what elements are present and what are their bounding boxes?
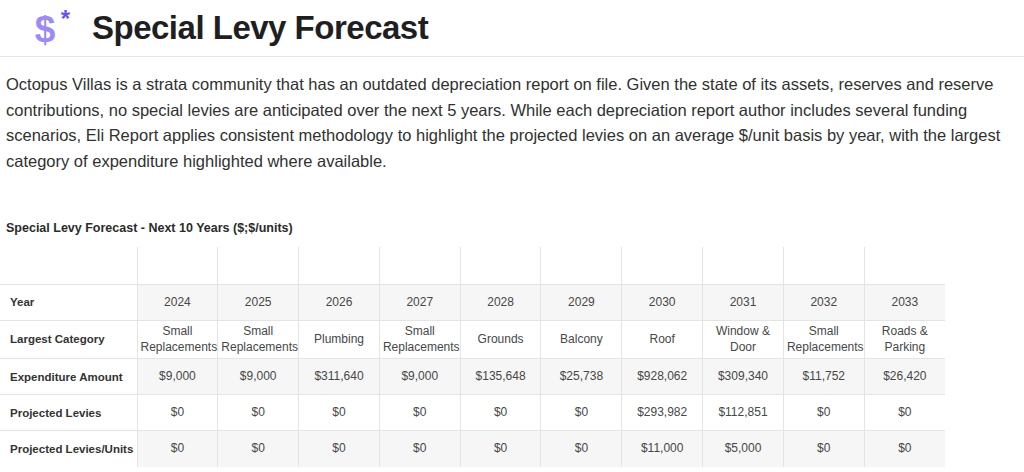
table-cell: $9,000 — [379, 359, 460, 395]
blank-header-cell — [783, 247, 864, 284]
table-cell: 2027 — [379, 284, 460, 320]
table-cell: Balcony — [541, 320, 622, 359]
table-cell: 2032 — [783, 284, 864, 320]
dollar-glyph: $ — [35, 9, 56, 50]
table-cell: 2026 — [299, 284, 380, 320]
blank-header-cell — [137, 247, 218, 284]
table-title: Special Levy Forecast - Next 10 Years ($… — [6, 221, 1024, 235]
table-cell: 2030 — [622, 284, 703, 320]
table-cell: Small Replacements — [218, 320, 299, 359]
table-cell: 2033 — [864, 284, 945, 320]
table-cell: $0 — [379, 431, 460, 467]
table-cell: $0 — [137, 395, 218, 431]
table-cell: $135,648 — [460, 359, 541, 395]
table-row-largest-category: Largest CategorySmall ReplacementsSmall … — [0, 320, 945, 359]
table-cell: $0 — [783, 431, 864, 467]
blank-header-cell — [541, 247, 622, 284]
table-cell: $26,420 — [864, 359, 945, 395]
intro-paragraph: Octopus Villas is a strata community tha… — [6, 72, 1019, 174]
table-cell: $0 — [864, 395, 945, 431]
blank-corner-cell — [0, 247, 137, 284]
table-cell: $0 — [299, 431, 380, 467]
table-cell: $928,062 — [622, 359, 703, 395]
table-cell: $0 — [137, 431, 218, 467]
table-cell: $0 — [541, 431, 622, 467]
table-cell: $0 — [864, 431, 945, 467]
table-cell: $25,738 — [541, 359, 622, 395]
table-cell: Roof — [622, 320, 703, 359]
blank-header-cell — [299, 247, 380, 284]
table-cell: $293,982 — [622, 395, 703, 431]
row-label: Year — [0, 284, 137, 320]
blank-header-cell — [379, 247, 460, 284]
table-cell: $11,000 — [622, 431, 703, 467]
table-cell: 2031 — [703, 284, 784, 320]
dollar-sparkle-icon: $ * — [28, 11, 62, 48]
table-cell: $0 — [460, 395, 541, 431]
table-row-projected-levies-units: Projected Levies/Units$0$0$0$0$0$0$11,00… — [0, 431, 945, 467]
row-label: Largest Category — [0, 320, 137, 359]
table-cell: Plumbing — [299, 320, 380, 359]
blank-header-cell — [703, 247, 784, 284]
table-cell: 2029 — [541, 284, 622, 320]
blank-header-cell — [864, 247, 945, 284]
table-cell: $9,000 — [137, 359, 218, 395]
table-cell: $0 — [218, 431, 299, 467]
forecast-section: Special Levy Forecast - Next 10 Years ($… — [0, 221, 1024, 467]
table-cell: 2025 — [218, 284, 299, 320]
table-cell: $5,000 — [703, 431, 784, 467]
table-cell: Small Replacements — [783, 320, 864, 359]
table-cell: Small Replacements — [137, 320, 218, 359]
table-cell: $0 — [218, 395, 299, 431]
table-cell: $0 — [460, 431, 541, 467]
table-cell: $112,851 — [703, 395, 784, 431]
table-cell: Window & Door — [703, 320, 784, 359]
table-cell: $309,340 — [703, 359, 784, 395]
table-cell: Grounds — [460, 320, 541, 359]
table-cell: $0 — [541, 395, 622, 431]
table-cell: $0 — [379, 395, 460, 431]
table-row-year: Year202420252026202720282029203020312032… — [0, 284, 945, 320]
table-cell: 2028 — [460, 284, 541, 320]
row-label: Projected Levies — [0, 395, 137, 431]
page-header: $ * Special Levy Forecast — [0, 0, 1024, 57]
forecast-table: Year202420252026202720282029203020312032… — [0, 247, 945, 467]
row-label: Projected Levies/Units — [0, 431, 137, 467]
table-cell: $311,640 — [299, 359, 380, 395]
table-cell: Roads & Parking — [864, 320, 945, 359]
blank-header-cell — [622, 247, 703, 284]
table-row-expenditure-amount: Expenditure Amount$9,000$9,000$311,640$9… — [0, 359, 945, 395]
table-blank-header-row — [0, 247, 945, 284]
table-cell: $9,000 — [218, 359, 299, 395]
table-cell: $0 — [783, 395, 864, 431]
blank-header-cell — [218, 247, 299, 284]
sparkle-asterisk: * — [61, 7, 70, 31]
table-cell: $11,752 — [783, 359, 864, 395]
blank-header-cell — [460, 247, 541, 284]
table-cell: 2024 — [137, 284, 218, 320]
page-title: Special Levy Forecast — [92, 9, 428, 47]
row-label: Expenditure Amount — [0, 359, 137, 395]
table-cell: Small Replacements — [379, 320, 460, 359]
table-cell: $0 — [299, 395, 380, 431]
table-row-projected-levies: Projected Levies$0$0$0$0$0$0$293,982$112… — [0, 395, 945, 431]
